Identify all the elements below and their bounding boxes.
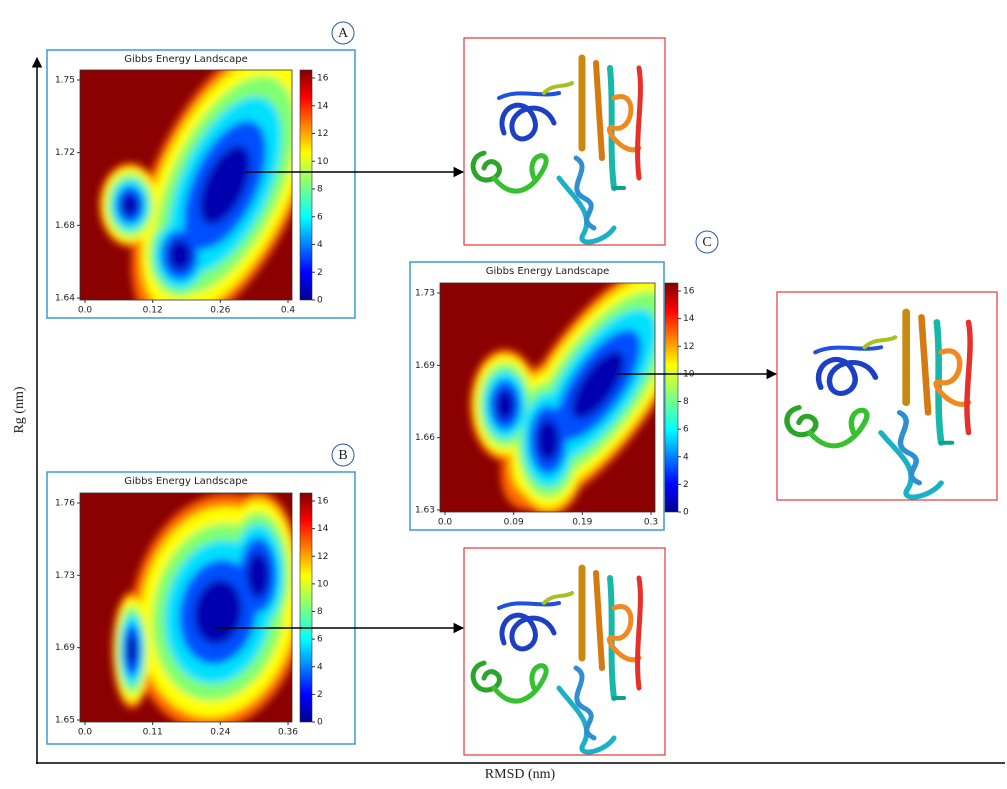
colorbar-tick-label: 16 — [317, 497, 329, 507]
colorbar-tick-label: 8 — [317, 185, 323, 195]
colorbar-tick-label: 6 — [683, 425, 689, 435]
x-tick-label: 0.0 — [78, 728, 93, 738]
panel-label: A — [338, 26, 349, 41]
colorbar-tick-label: 0 — [317, 718, 323, 728]
x-tick-label: 0.0 — [78, 306, 93, 316]
y-tick-label: 1.73 — [415, 289, 435, 299]
colorbar — [665, 283, 678, 512]
ribbon — [967, 322, 970, 433]
panel-label: B — [338, 448, 347, 463]
y-tick-label: 1.63 — [415, 506, 435, 516]
colorbar-tick-label: 4 — [317, 240, 323, 250]
figure: Rg (nm) RMSD (nm) Gibbs Energy Landscape… — [0, 0, 1007, 785]
x-tick-label: 0.26 — [210, 306, 230, 316]
y-tick-label: 1.64 — [55, 294, 75, 304]
colorbar-tick-label: 4 — [683, 452, 689, 462]
colorbar-tick-label: 0 — [317, 296, 323, 306]
colorbar-tick-label: 6 — [317, 635, 323, 645]
heatmap — [80, 480, 324, 745]
structure-frame — [464, 38, 665, 245]
colorbar-tick-label: 2 — [317, 690, 323, 700]
x-tick-label: 0.19 — [572, 518, 592, 528]
structure-frame — [777, 292, 997, 500]
x-tick-label: 0.09 — [504, 518, 524, 528]
x-tick-label: 0.4 — [281, 306, 296, 316]
panel-title: Gibbs Energy Landscape — [124, 476, 248, 487]
energy-region — [169, 240, 192, 270]
colorbar-tick-label: 16 — [683, 287, 695, 297]
colorbar — [300, 493, 312, 722]
y-tick-label: 1.76 — [55, 499, 75, 509]
ribbon — [638, 578, 641, 688]
x-tick-label: 0.11 — [143, 728, 163, 738]
colorbar-tick-label: 16 — [317, 74, 329, 84]
colorbar-tick-label: 0 — [683, 508, 689, 518]
colorbar-tick-label: 10 — [317, 157, 329, 167]
colorbar-tick-label: 14 — [683, 314, 695, 324]
colorbar-tick-label: 6 — [317, 212, 323, 222]
colorbar-tick-label: 8 — [317, 607, 323, 617]
y-tick-label: 1.73 — [55, 571, 75, 581]
y-tick-label: 1.69 — [415, 361, 435, 371]
energy-region — [122, 194, 139, 217]
energy-region — [127, 634, 138, 666]
structure-frame — [464, 548, 665, 755]
colorbar-tick-label: 12 — [317, 552, 328, 562]
colorbar-tick-label: 14 — [317, 524, 329, 534]
y-axis-label: Rg (nm) — [12, 386, 27, 433]
colorbar-tick-label: 2 — [683, 480, 689, 490]
colorbar — [300, 70, 312, 300]
colorbar-tick-label: 12 — [317, 129, 328, 139]
energy-region — [247, 552, 270, 598]
x-tick-label: 0.0 — [438, 518, 453, 528]
x-tick-label: 0.12 — [143, 306, 163, 316]
x-tick-label: 0.36 — [278, 728, 298, 738]
panel-label: C — [702, 235, 711, 250]
colorbar-tick-label: 8 — [683, 397, 689, 407]
y-tick-label: 1.68 — [55, 221, 75, 231]
y-tick-label: 1.69 — [55, 643, 75, 653]
y-tick-label: 1.75 — [55, 76, 75, 86]
ribbon — [638, 68, 641, 178]
colorbar-tick-label: 14 — [317, 101, 329, 111]
colorbar-tick-label: 10 — [317, 579, 329, 589]
x-axis-label: RMSD (nm) — [485, 767, 556, 782]
y-tick-label: 1.65 — [55, 716, 75, 726]
energy-region — [496, 390, 515, 420]
y-tick-label: 1.72 — [55, 148, 75, 158]
x-tick-label: 0.24 — [210, 728, 230, 738]
panel-title: Gibbs Energy Landscape — [124, 54, 248, 65]
energy-region — [537, 419, 560, 461]
colorbar-tick-label: 4 — [317, 662, 323, 672]
colorbar-tick-label: 12 — [683, 342, 694, 352]
colorbar-tick-label: 2 — [317, 268, 323, 278]
y-tick-label: 1.66 — [415, 433, 435, 443]
x-tick-label: 0.3 — [644, 518, 658, 528]
panel-title: Gibbs Energy Landscape — [486, 266, 610, 277]
